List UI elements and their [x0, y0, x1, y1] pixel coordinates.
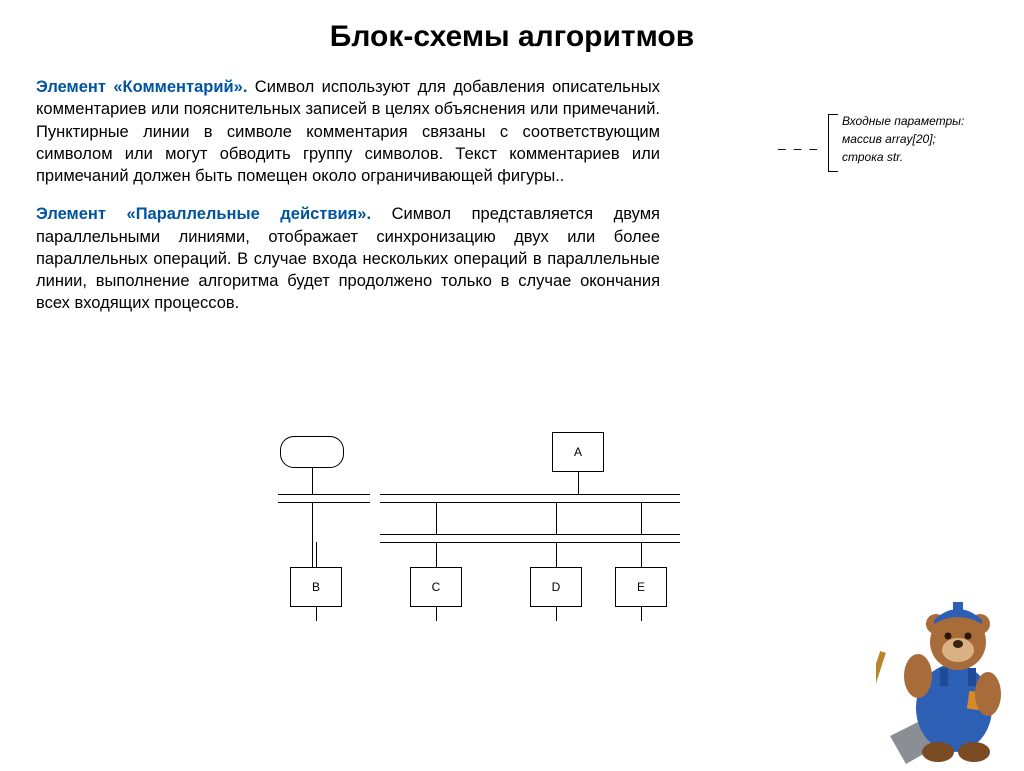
- diagram-box-a: A: [552, 432, 604, 472]
- paragraph-comment: Элемент «Комментарий». Символ используют…: [36, 76, 660, 187]
- parallel-bar-bottom: [380, 534, 680, 535]
- body-text: Элемент «Комментарий». Символ используют…: [0, 76, 660, 315]
- diagram-box-b: B: [290, 567, 342, 607]
- parallel-bar-long: [380, 502, 680, 503]
- diagram-box-c: C: [410, 567, 462, 607]
- diagram-box-e: E: [615, 567, 667, 607]
- connector: [312, 468, 313, 494]
- parallel-bar-long: [380, 494, 680, 495]
- diagram-terminator: [280, 436, 344, 468]
- comment-line-2: массив array[20];: [842, 130, 964, 148]
- parallel-bar: [278, 502, 370, 503]
- connector: [578, 472, 579, 494]
- connector: [316, 542, 317, 567]
- element-name-parallel: Элемент «Параллельные действия».: [36, 205, 371, 223]
- comment-dashed-line: – – –: [778, 140, 819, 156]
- label-b: B: [312, 580, 320, 594]
- connector: [556, 502, 557, 534]
- comment-line-1: Входные параметры:: [842, 112, 964, 130]
- parallel-diagram: A B C D E: [260, 432, 710, 632]
- label-e: E: [637, 580, 645, 594]
- connector: [641, 502, 642, 534]
- label-a: A: [574, 445, 582, 459]
- label-c: C: [432, 580, 441, 594]
- comment-symbol: – – – Входные параметры: массив array[20…: [778, 108, 998, 178]
- parallel-bar-bottom: [380, 542, 680, 543]
- connector: [436, 542, 437, 567]
- connector: [436, 607, 437, 621]
- parallel-bar: [278, 494, 370, 495]
- element-name-comment: Элемент «Комментарий».: [36, 78, 247, 96]
- mascot-bear-icon: [876, 596, 1016, 766]
- comment-bracket: [828, 114, 838, 172]
- connector: [556, 542, 557, 567]
- connector: [316, 607, 317, 621]
- diagram-box-d: D: [530, 567, 582, 607]
- paragraph-parallel: Элемент «Параллельные действия». Символ …: [36, 203, 660, 314]
- comment-text: Входные параметры: массив array[20]; стр…: [842, 112, 964, 166]
- connector: [556, 607, 557, 621]
- connector: [641, 607, 642, 621]
- page-title: Блок-схемы алгоритмов: [0, 0, 1024, 76]
- connector: [436, 502, 437, 534]
- label-d: D: [552, 580, 561, 594]
- connector: [312, 502, 313, 567]
- comment-line-3: строка str.: [842, 148, 964, 166]
- connector: [641, 542, 642, 567]
